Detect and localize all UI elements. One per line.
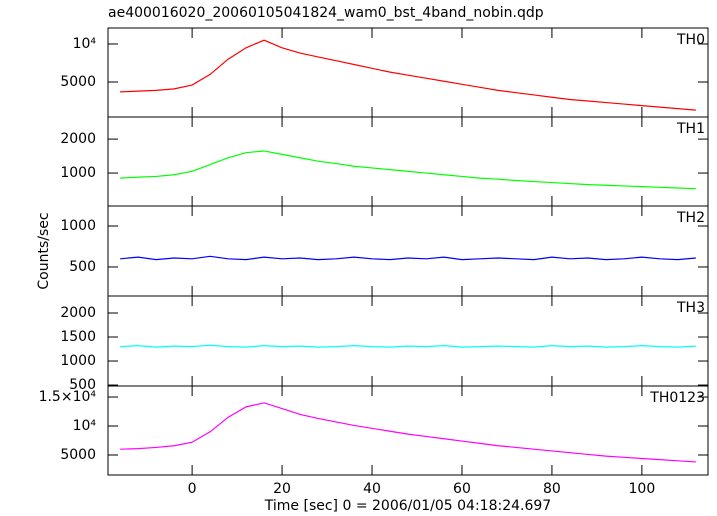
legend-entry: TH2 [676,210,705,226]
data-line [120,344,696,348]
chart-title: ae400016020_20060105041824_wam0_bst_4ban… [108,5,544,21]
legend-entry: TH0 [676,32,705,48]
x-tick-label: 100 [629,481,656,497]
y-axis-label: Counts/sec [36,212,52,289]
x-tick-label: 0 [188,481,197,497]
x-tick-label: 80 [543,481,561,497]
legend-entry: TH0123 [649,390,705,406]
y-tick-label: 1500 [60,329,96,345]
panel-frame [107,205,709,297]
y-tick-label: 5000 [60,74,96,90]
data-line [120,402,696,463]
data-line [120,255,696,261]
y-tick-label: 10⁴ [73,418,97,434]
panel-frame [107,295,709,387]
y-tick-label: 500 [69,259,96,275]
x-tick-label: 40 [363,481,381,497]
y-tick-label: 1000 [60,218,96,234]
y-tick-label: 2000 [60,131,96,147]
x-tick-label: 20 [273,481,291,497]
y-tick-label: 500 [69,377,96,393]
y-tick-label: 10⁴ [73,36,97,52]
data-line [120,150,696,190]
panel-frame [107,116,709,207]
y-tick-label: 1000 [60,165,96,181]
y-tick-label: 1000 [60,353,96,369]
y-tick-label: 2000 [60,305,96,321]
y-tick-label: 1.5×10⁴ [39,389,97,405]
legend-entry: TH3 [676,300,705,316]
x-axis-label: Time [sec] 0 = 2006/01/05 04:18:24.697 [264,498,551,514]
legend-entry: TH1 [676,121,705,137]
data-line [120,39,696,111]
panel-frame [107,385,709,476]
x-tick-label: 60 [453,481,471,497]
y-tick-label: 5000 [60,447,96,463]
